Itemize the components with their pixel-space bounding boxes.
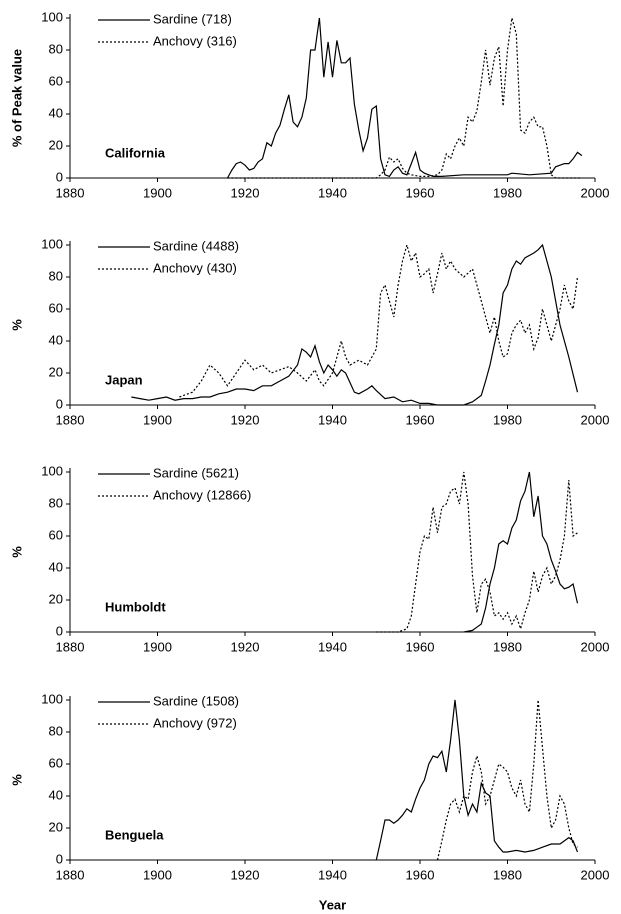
y-tick-label: 40 xyxy=(49,332,63,347)
region-label: California xyxy=(105,145,166,160)
y-tick-label: 60 xyxy=(49,73,63,88)
y-axis-label: % of Peak value xyxy=(9,49,24,147)
y-tick-label: 80 xyxy=(49,41,63,56)
y-tick-label: 60 xyxy=(49,300,63,315)
x-tick-label: 1920 xyxy=(231,639,260,654)
y-tick-label: 100 xyxy=(41,236,63,251)
y-tick-label: 20 xyxy=(49,364,63,379)
x-tick-label: 1940 xyxy=(318,185,347,200)
y-axis-label: % xyxy=(9,319,24,331)
region-label: Japan xyxy=(105,372,143,387)
series-line xyxy=(227,17,582,179)
series-line xyxy=(436,699,578,861)
x-tick-label: 1980 xyxy=(493,185,522,200)
y-tick-label: 60 xyxy=(49,755,63,770)
x-tick-label: 1920 xyxy=(231,185,260,200)
x-tick-label: 2000 xyxy=(581,639,610,654)
legend-label: Sardine (718) xyxy=(153,11,232,26)
x-axis-label: Year xyxy=(319,897,346,912)
x-tick-label: 1920 xyxy=(231,412,260,427)
y-tick-label: 20 xyxy=(49,819,63,834)
y-tick-label: 0 xyxy=(56,396,63,411)
series-line xyxy=(226,17,583,179)
x-tick-label: 1920 xyxy=(231,867,260,882)
x-tick-label: 1900 xyxy=(143,639,172,654)
x-tick-label: 1900 xyxy=(143,867,172,882)
legend-label: Anchovy (430) xyxy=(153,260,237,275)
y-tick-label: 80 xyxy=(49,268,63,283)
legend-label: Anchovy (12866) xyxy=(153,487,251,502)
legend-label: Sardine (5621) xyxy=(153,465,239,480)
legend-label: Sardine (4488) xyxy=(153,238,239,253)
y-tick-label: 100 xyxy=(41,463,63,478)
region-label: Benguela xyxy=(105,827,164,842)
legend-label: Sardine (1508) xyxy=(153,693,239,708)
x-tick-label: 1960 xyxy=(406,185,435,200)
x-tick-label: 1980 xyxy=(493,867,522,882)
series-line xyxy=(179,242,579,398)
y-tick-label: 100 xyxy=(41,9,63,24)
y-tick-label: 80 xyxy=(49,723,63,738)
x-tick-label: 1940 xyxy=(318,412,347,427)
y-tick-label: 80 xyxy=(49,495,63,510)
x-tick-label: 1980 xyxy=(493,412,522,427)
y-axis-label: % xyxy=(9,546,24,558)
x-tick-label: 1880 xyxy=(56,639,85,654)
series-line xyxy=(375,699,579,861)
y-axis-label: % xyxy=(9,774,24,786)
x-tick-label: 1980 xyxy=(493,639,522,654)
x-tick-label: 1880 xyxy=(56,867,85,882)
x-tick-label: 1960 xyxy=(406,639,435,654)
series-line xyxy=(463,471,579,633)
y-tick-label: 20 xyxy=(49,137,63,152)
x-tick-label: 1880 xyxy=(56,412,85,427)
y-tick-label: 40 xyxy=(49,787,63,802)
y-tick-label: 40 xyxy=(49,105,63,120)
legend-label: Anchovy (316) xyxy=(153,33,237,48)
x-tick-label: 1960 xyxy=(406,867,435,882)
x-tick-label: 1960 xyxy=(406,412,435,427)
x-tick-label: 1940 xyxy=(318,867,347,882)
x-tick-label: 1880 xyxy=(56,185,85,200)
x-tick-label: 2000 xyxy=(581,412,610,427)
x-tick-label: 2000 xyxy=(581,185,610,200)
legend-label: Anchovy (972) xyxy=(153,715,237,730)
y-tick-label: 0 xyxy=(56,851,63,866)
y-tick-label: 40 xyxy=(49,559,63,574)
x-tick-label: 2000 xyxy=(581,867,610,882)
x-tick-label: 1900 xyxy=(143,412,172,427)
y-tick-label: 100 xyxy=(41,691,63,706)
y-tick-label: 0 xyxy=(56,623,63,638)
region-label: Humboldt xyxy=(105,599,166,614)
y-tick-label: 20 xyxy=(49,591,63,606)
x-tick-label: 1900 xyxy=(143,185,172,200)
x-tick-label: 1940 xyxy=(318,639,347,654)
y-tick-label: 0 xyxy=(56,169,63,184)
series-line xyxy=(131,243,579,406)
y-tick-label: 60 xyxy=(49,527,63,542)
series-line xyxy=(376,471,578,633)
